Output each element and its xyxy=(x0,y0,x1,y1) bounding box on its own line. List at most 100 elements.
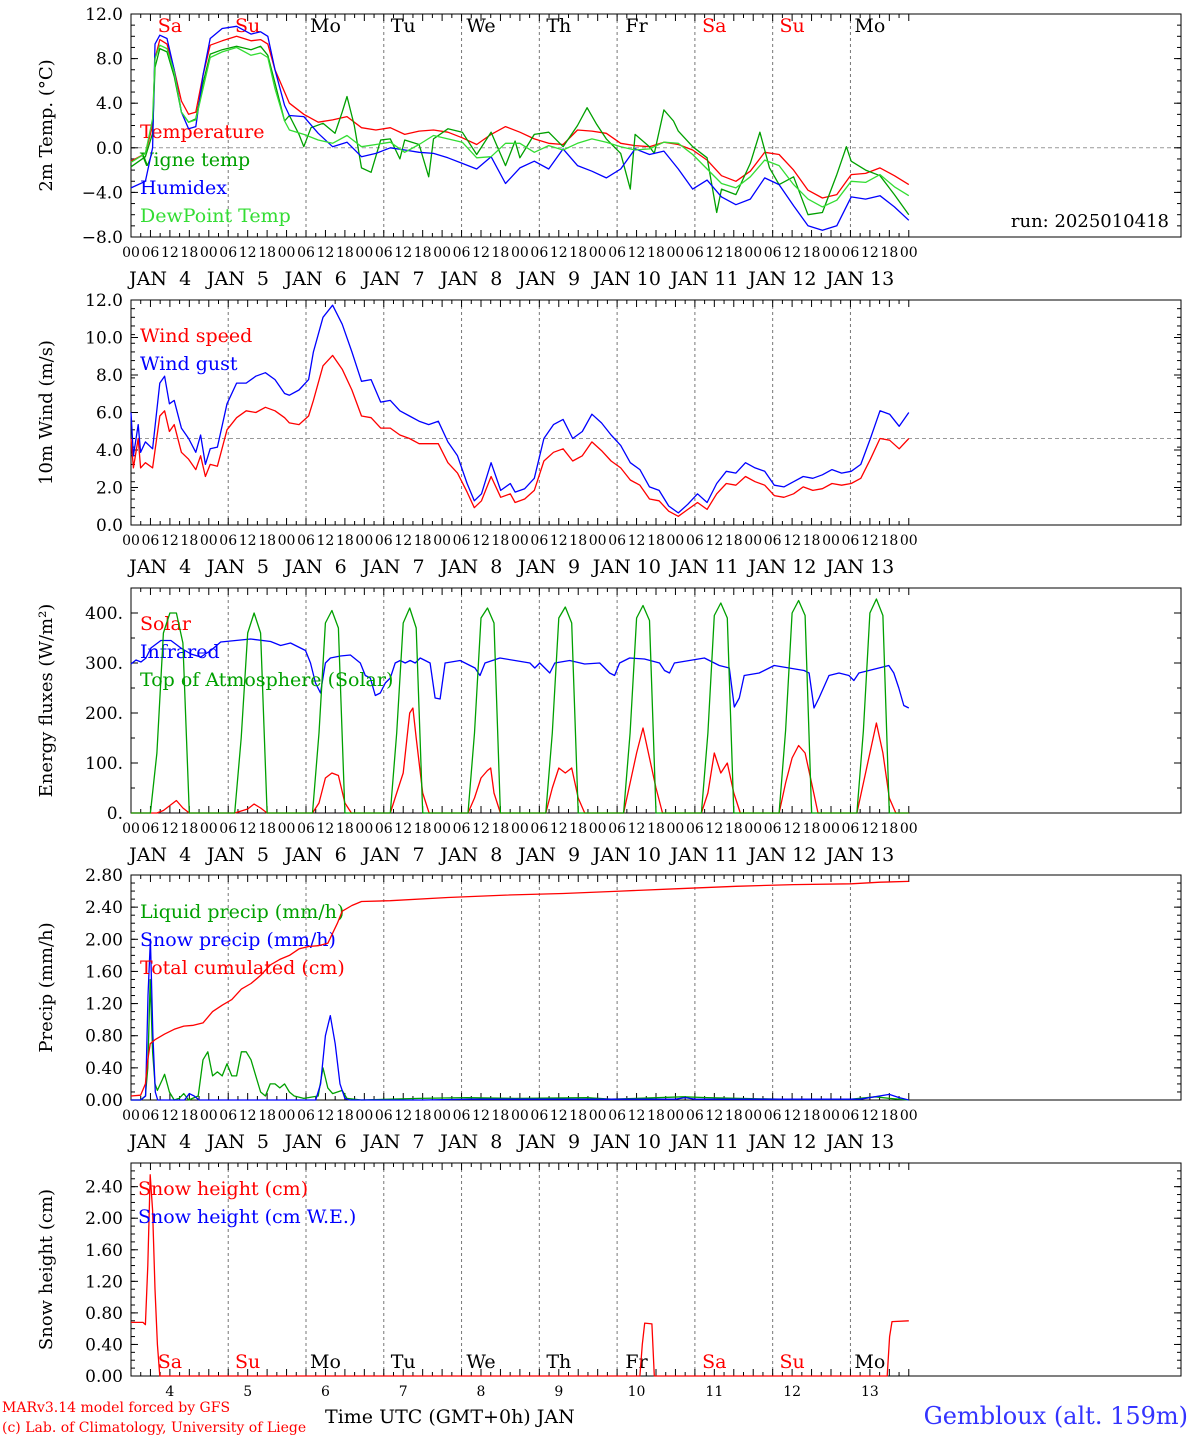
x-hour-label: 18 xyxy=(258,533,276,549)
x-hour-label: 06 xyxy=(842,533,860,549)
copyright-text: (c) Lab. of Climatology, University of L… xyxy=(2,1420,307,1436)
x-hour-label: 12 xyxy=(550,1108,568,1124)
x-hour-label: 06 xyxy=(297,1108,315,1124)
x-date-label: JAN 13 xyxy=(824,1131,894,1153)
x-date-label: JAN 5 xyxy=(205,844,269,866)
weekday-label: Fr xyxy=(625,15,648,37)
x-hour-label: 18 xyxy=(336,1108,354,1124)
x-hour-label: 06 xyxy=(608,533,626,549)
x-hour-label: 06 xyxy=(686,245,704,261)
series-line-dewpoint-temp xyxy=(130,44,910,208)
x-hour-label: 06 xyxy=(764,1108,782,1124)
x-hour-label: 00 xyxy=(589,245,607,261)
x-date-label: JAN 5 xyxy=(205,1131,269,1153)
x-hour-label: 06 xyxy=(686,533,704,549)
model-credit-text: MARv3.14 model forced by GFS xyxy=(2,1400,231,1416)
x-hour-label: 12 xyxy=(628,245,646,261)
x-date-label: JAN 9 xyxy=(516,268,580,290)
weekday-label: Th xyxy=(546,15,571,37)
x-hour-label: 12 xyxy=(628,821,646,837)
x-date-label: JAN 9 xyxy=(516,844,580,866)
y-tick-label: 300. xyxy=(85,654,123,674)
x-hour-label: 00 xyxy=(822,821,840,837)
x-hour-label: 00 xyxy=(433,245,451,261)
x-hour-label: 06 xyxy=(219,533,237,549)
x-hour-label: 12 xyxy=(705,245,723,261)
legend-label: Wind gust xyxy=(140,353,238,375)
legend-label: Vigne temp xyxy=(139,149,250,171)
x-hour-label: 06 xyxy=(219,821,237,837)
legend-label: Liquid precip (mm/h) xyxy=(140,901,344,923)
x-hour-label: 18 xyxy=(492,533,510,549)
x-day-number-label: 13 xyxy=(861,1384,879,1400)
x-hour-label: 06 xyxy=(297,533,315,549)
x-hour-label: 00 xyxy=(355,821,373,837)
x-hour-label: 12 xyxy=(705,1108,723,1124)
x-hour-label: 18 xyxy=(569,1108,587,1124)
weekday-label: Sa xyxy=(702,15,726,37)
x-date-label: JAN 9 xyxy=(516,1131,580,1153)
series-line-wind-gust xyxy=(130,304,910,514)
weekday-label: Su xyxy=(779,15,804,37)
weekday-label: Fr xyxy=(625,1351,648,1373)
x-hour-label: 12 xyxy=(783,245,801,261)
weekday-label: Mo xyxy=(854,1351,885,1373)
x-date-label: JAN 13 xyxy=(824,556,894,578)
x-hour-label: 18 xyxy=(414,821,432,837)
panel-5: 0.00 0.40 0.80 1.20 1.60 2.00 2.40 Snow height … xyxy=(36,1162,1182,1400)
x-hour-label: 06 xyxy=(142,245,160,261)
y-tick-label: 0.80 xyxy=(85,1027,123,1047)
weekday-label: Su xyxy=(235,15,260,37)
y-tick-label: 2.80 xyxy=(85,866,123,886)
x-hour-label: 00 xyxy=(511,245,529,261)
y-tick-label: 1.20 xyxy=(85,995,123,1015)
x-hour-label: 00 xyxy=(278,1108,296,1124)
x-hour-label: 12 xyxy=(317,821,335,837)
x-hour-label: 06 xyxy=(764,245,782,261)
panel-1: −8.0−4.00.04.08.012.02m Temp. (°C)00 06 12… xyxy=(36,5,1182,290)
x-date-label: JAN 12 xyxy=(746,844,816,866)
x-hour-label: 06 xyxy=(375,821,393,837)
x-hour-label: 06 xyxy=(453,245,471,261)
x-hour-label: 06 xyxy=(608,1108,626,1124)
x-hour-label: 12 xyxy=(705,533,723,549)
y-tick-label: 0.40 xyxy=(85,1059,123,1079)
y-tick-label: 4.0 xyxy=(96,94,123,114)
x-date-label: JAN 6 xyxy=(283,268,347,290)
x-hour-label: 00 xyxy=(122,533,140,549)
series-line-solar xyxy=(131,707,909,814)
y-tick-label: 0.40 xyxy=(85,1335,123,1355)
x-date-label: JAN 12 xyxy=(746,1131,816,1153)
x-date-label: JAN 13 xyxy=(824,268,894,290)
x-hour-label: 00 xyxy=(511,821,529,837)
x-hour-label: 12 xyxy=(550,533,568,549)
x-date-label: JAN 4 xyxy=(127,268,191,290)
x-hour-label: 06 xyxy=(453,821,471,837)
x-hour-label: 12 xyxy=(394,1108,412,1124)
legend-label: Snow height (cm W.E.) xyxy=(138,1206,356,1228)
panel-3: 0. 100. 200. 300. 400. Energy fluxes (W/m²) 00… xyxy=(36,587,1182,866)
series-line-snow-height-cm xyxy=(131,1174,909,1377)
y-tick-label: 0.0 xyxy=(96,139,123,159)
x-date-label: JAN 5 xyxy=(205,556,269,578)
x-hour-label: 12 xyxy=(239,533,257,549)
x-hour-label: 12 xyxy=(550,245,568,261)
x-hour-label: 12 xyxy=(161,533,179,549)
series-line-infrared xyxy=(130,638,910,709)
x-date-label: JAN 7 xyxy=(360,556,424,578)
weekday-label: Th xyxy=(546,1351,571,1373)
x-hour-label: 06 xyxy=(530,1108,548,1124)
x-hour-label: 18 xyxy=(647,1108,665,1124)
y-tick-label: 1.60 xyxy=(85,962,123,982)
x-hour-label: 00 xyxy=(200,821,218,837)
x-date-label: JAN 4 xyxy=(127,844,191,866)
y-tick-label: 0.80 xyxy=(85,1304,123,1324)
x-hour-label: 06 xyxy=(142,533,160,549)
x-hour-label: 18 xyxy=(725,821,743,837)
run-annotation: run: 2025010418 xyxy=(1011,211,1169,232)
x-hour-label: 18 xyxy=(647,533,665,549)
weekday-label: Su xyxy=(235,1351,260,1373)
x-hour-label: 06 xyxy=(530,245,548,261)
x-hour-label: 12 xyxy=(705,821,723,837)
x-hour-label: 12 xyxy=(239,245,257,261)
